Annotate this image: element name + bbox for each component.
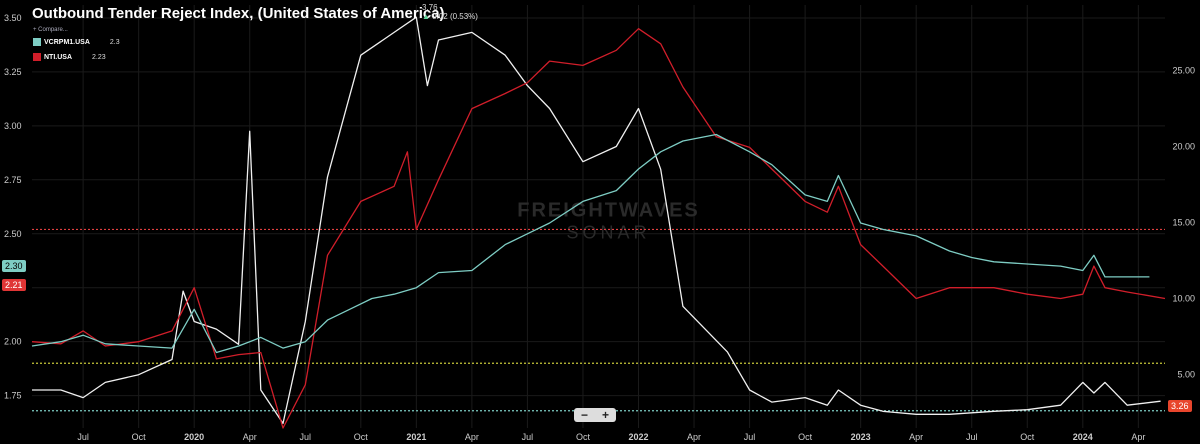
x-tick-label: Oct (132, 432, 147, 442)
x-tick-label: Apr (1131, 432, 1145, 442)
x-tick-label: 2021 (406, 432, 426, 442)
legend-item-teal[interactable]: VCRPM1.USA 2.3 (33, 38, 120, 46)
left-tick-label: 3.25 (4, 67, 22, 77)
right-tick-label: 5.00 (1177, 370, 1195, 380)
right-tick-label: 15.00 (1172, 218, 1195, 228)
compare-button[interactable]: + Compare... (33, 27, 68, 33)
x-tick-label: 2020 (184, 432, 204, 442)
legend-label: VCRPM1.USA (44, 38, 90, 46)
last-value: 3.76 (422, 3, 438, 12)
watermark-text: FREIGHTWAVES (517, 200, 700, 222)
legend-swatch (33, 38, 41, 46)
up-arrow-icon: ▲ (422, 12, 430, 21)
x-tick-label: 2024 (1073, 432, 1093, 442)
x-tick-label: Apr (465, 432, 479, 442)
right-tick-label: 10.00 (1172, 294, 1195, 304)
teal-value-badge: 2.30 (2, 260, 26, 272)
series-line-outbound-tender-reject-index (32, 16, 1161, 425)
header-value: 3.76 ▲ 0.02 (0.53%) (422, 3, 478, 21)
x-tick-label: Jul (522, 432, 534, 442)
left-tick-label: 2.00 (4, 337, 22, 347)
x-tick-label: Apr (909, 432, 923, 442)
x-tick-label: Oct (1020, 432, 1035, 442)
watermark: FREIGHTWAVES SONAR (517, 200, 700, 243)
series-lines (31, 16, 1166, 429)
x-tick-label: Jul (744, 432, 756, 442)
right-tick-label: 25.00 (1172, 65, 1195, 75)
left-tick-label: 3.50 (4, 13, 22, 23)
legend-value: 2.23 (92, 53, 106, 61)
x-tick-label: Oct (798, 432, 813, 442)
right-value-badge: 3.26 (1168, 400, 1192, 412)
x-tick-label: 2023 (851, 432, 871, 442)
zoom-in-button[interactable]: + (601, 408, 609, 422)
x-tick-label: Oct (354, 432, 369, 442)
legend-item-red[interactable]: NTI.USA 2.23 (33, 53, 106, 61)
x-tick-label: Jul (77, 432, 89, 442)
x-tick-label: Apr (243, 432, 257, 442)
x-tick-label: Jul (966, 432, 978, 442)
x-tick-label: 2022 (628, 432, 648, 442)
zoom-control: − + (574, 408, 616, 422)
change-value: 0.02 (0.53%) (432, 12, 478, 21)
left-tick-label: 1.75 (4, 391, 22, 401)
x-tick-label: Apr (687, 432, 701, 442)
legend-value: 2.3 (109, 38, 120, 46)
chart-title: Outbound Tender Reject Index, (United St… (32, 5, 445, 22)
watermark-subtext: SONAR (566, 223, 650, 243)
reference-lines (32, 228, 1165, 412)
series-line-vcrpm1-usa (31, 133, 1150, 354)
legend-swatch (33, 53, 41, 61)
red-value-badge: 2.21 (2, 279, 26, 291)
axes: Jul Oct 2020 Apr Jul Oct 2021 Apr Jul Oct 2022 Apr J… (4, 13, 1195, 442)
series-line-nti-usa (31, 28, 1166, 429)
left-tick-label: 3.00 (4, 121, 22, 131)
right-tick-label: 20.00 (1172, 142, 1195, 152)
left-tick-label: 2.75 (4, 175, 22, 185)
left-tick-label: 2.50 (4, 229, 22, 239)
zoom-out-button[interactable]: − (580, 408, 588, 422)
x-tick-label: Oct (576, 432, 591, 442)
x-tick-label: Jul (299, 432, 311, 442)
legend-label: NTI.USA (44, 53, 72, 61)
